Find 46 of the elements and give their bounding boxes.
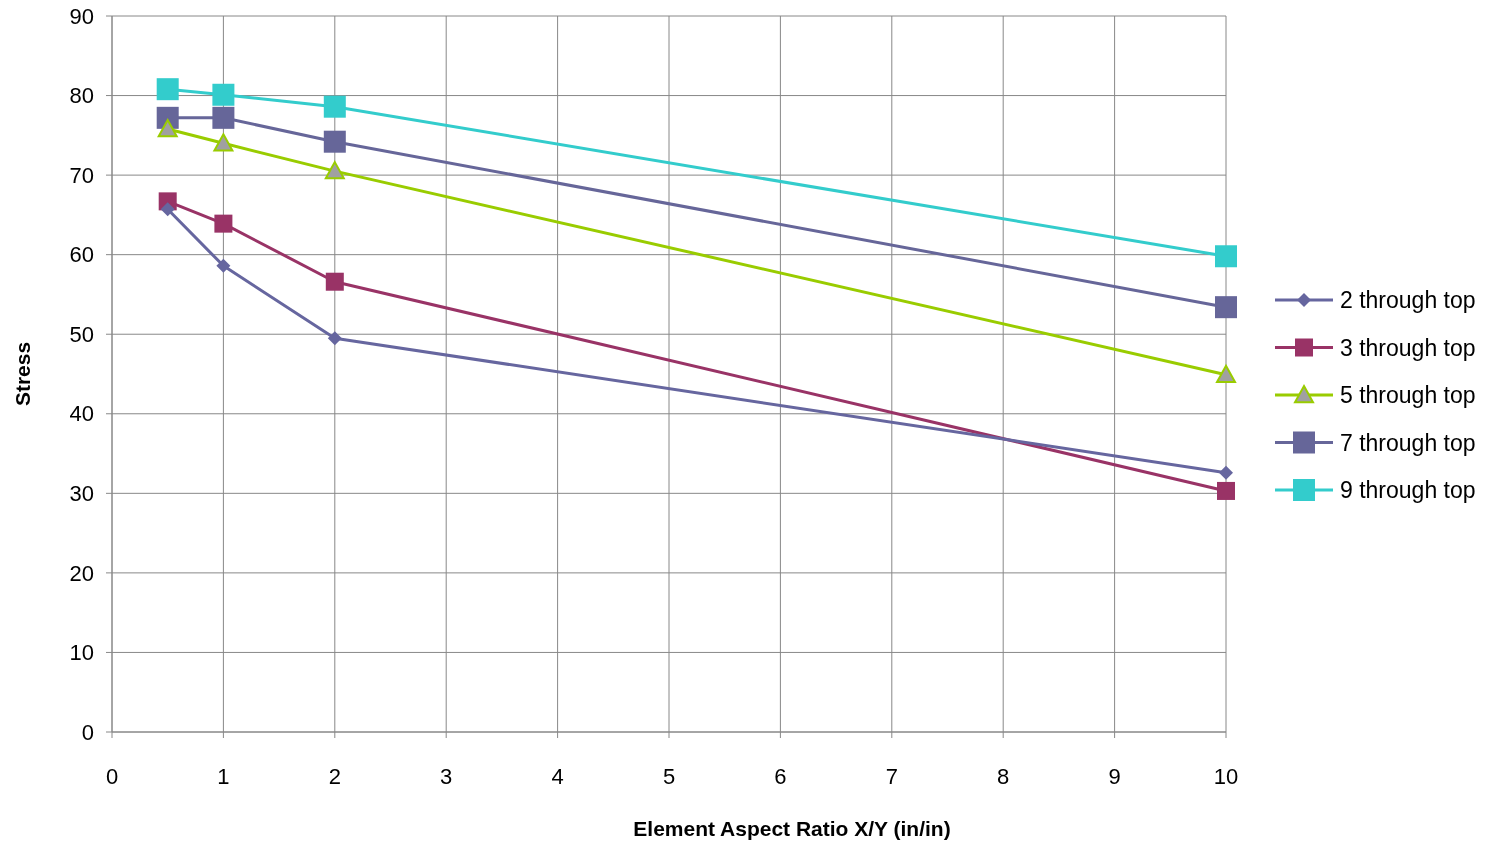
x-tick-label: 3 <box>440 764 453 789</box>
point <box>156 78 179 101</box>
point <box>212 83 235 106</box>
y-tick-label: 70 <box>69 162 94 188</box>
x-tick-label: 9 <box>1108 764 1121 789</box>
point <box>1215 245 1237 268</box>
x-tick-label: 1 <box>217 764 230 789</box>
legend-label: 2 through top <box>1340 287 1476 314</box>
point <box>323 130 346 153</box>
legend-label: 9 through top <box>1340 477 1476 504</box>
x-tick-label: 8 <box>997 764 1010 789</box>
y-tick-label: 20 <box>69 560 94 586</box>
x-tick-label: 7 <box>885 764 898 789</box>
legend-label: 7 through top <box>1340 429 1476 456</box>
x-axis-title: Element Aspect Ratio X/Y (in/in) <box>633 817 951 840</box>
point <box>325 272 344 291</box>
x-tick-label: 10 <box>1213 764 1239 789</box>
point <box>212 106 235 129</box>
legend-label: 3 through top <box>1340 334 1476 361</box>
y-tick-label: 50 <box>69 321 94 347</box>
point <box>213 133 234 152</box>
y-tick-label: 10 <box>69 640 94 666</box>
point <box>157 118 178 138</box>
y-axis-title: Stress <box>11 341 34 407</box>
point <box>323 95 346 118</box>
y-tick-label: 80 <box>69 83 94 109</box>
point <box>160 202 175 217</box>
point <box>327 331 342 346</box>
x-tick-label: 4 <box>551 764 564 789</box>
y-tick-label: 0 <box>81 719 94 745</box>
point <box>1219 465 1233 480</box>
legend-label: 5 through top <box>1340 382 1476 409</box>
y-tick-label: 40 <box>69 401 94 427</box>
point <box>1215 296 1237 319</box>
x-tick-label: 5 <box>662 764 676 789</box>
x-tick-label: 0 <box>105 764 119 789</box>
point <box>324 161 345 180</box>
y-tick-label: 60 <box>69 242 94 268</box>
point <box>216 258 231 273</box>
y-tick-label: 30 <box>69 481 94 507</box>
x-tick-label: 6 <box>774 764 787 789</box>
point <box>1217 481 1235 500</box>
y-tick-label: 90 <box>69 3 94 29</box>
point <box>214 214 233 233</box>
point <box>1216 364 1236 383</box>
x-tick-label: 2 <box>328 764 341 789</box>
